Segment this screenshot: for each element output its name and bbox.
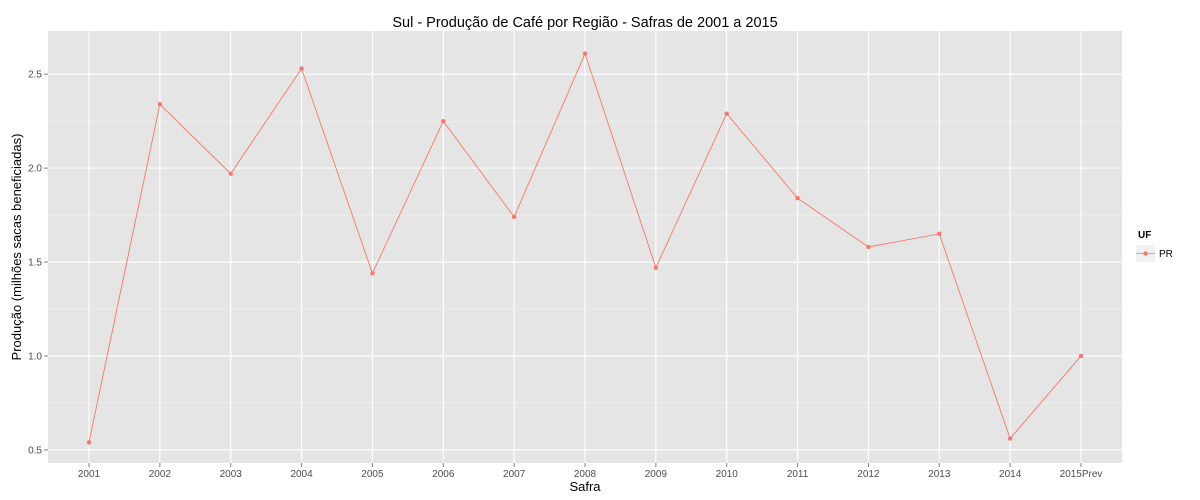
x-tick-label: 2013 bbox=[928, 469, 951, 480]
data-point-pr bbox=[653, 265, 659, 270]
x-tick-label: 2007 bbox=[503, 469, 526, 480]
y-tick-label: 0.5 bbox=[28, 445, 42, 456]
series-layer bbox=[86, 51, 1084, 445]
x-tick-label: 2010 bbox=[716, 469, 739, 480]
data-point-pr bbox=[795, 195, 800, 201]
data-point-pr bbox=[1078, 353, 1084, 359]
grid bbox=[48, 31, 1122, 463]
y-axis: 0.5 1.0 1.5 2.0 2.5 bbox=[28, 70, 48, 456]
data-point-pr bbox=[724, 111, 729, 116]
y-tick-label: 2.0 bbox=[28, 164, 42, 175]
chart-title: Sul - Produção de Café por Região - Safr… bbox=[392, 15, 777, 31]
legend: UF PR bbox=[1136, 230, 1173, 262]
x-tick-label: 2001 bbox=[78, 469, 101, 480]
data-point-pr bbox=[370, 271, 375, 276]
x-tick-label: 2015Prev bbox=[1060, 469, 1103, 480]
y-axis-title: Produção (milhões sacas beneficiadas) bbox=[9, 134, 24, 361]
x-tick-label: 2002 bbox=[149, 469, 172, 480]
data-point-pr bbox=[1007, 436, 1013, 441]
x-tick-label: 2014 bbox=[999, 469, 1022, 480]
x-axis-title: Safra bbox=[569, 479, 601, 494]
x-tick-label: 2004 bbox=[290, 469, 313, 480]
data-point-pr bbox=[511, 214, 517, 220]
x-tick-label: 2009 bbox=[645, 469, 668, 480]
x-tick-label: 2003 bbox=[220, 469, 243, 480]
data-point-pr bbox=[157, 102, 163, 107]
data-point-pr bbox=[866, 244, 871, 250]
x-tick-label: 2012 bbox=[857, 469, 880, 480]
data-point-pr bbox=[228, 171, 233, 176]
x-axis: 2001 2002 2003 2004 2005 2006 2007 2008 2009 2010… bbox=[78, 463, 1103, 480]
x-tick-label: 2008 bbox=[574, 469, 597, 480]
data-point-pr bbox=[299, 66, 304, 71]
x-tick-label: 2011 bbox=[787, 469, 809, 480]
y-tick-label: 1.5 bbox=[28, 258, 42, 269]
legend-title: UF bbox=[1138, 230, 1151, 241]
x-tick-label: 2006 bbox=[432, 469, 455, 480]
data-point-pr bbox=[441, 118, 446, 124]
data-point-pr bbox=[582, 51, 588, 56]
x-tick-label: 2005 bbox=[361, 469, 384, 480]
legend-key-point bbox=[1143, 251, 1148, 256]
y-tick-label: 2.5 bbox=[28, 70, 42, 81]
data-point-pr bbox=[86, 440, 92, 445]
y-tick-label: 1.0 bbox=[28, 351, 42, 362]
legend-label-pr: PR bbox=[1159, 249, 1173, 260]
data-point-pr bbox=[937, 231, 942, 237]
